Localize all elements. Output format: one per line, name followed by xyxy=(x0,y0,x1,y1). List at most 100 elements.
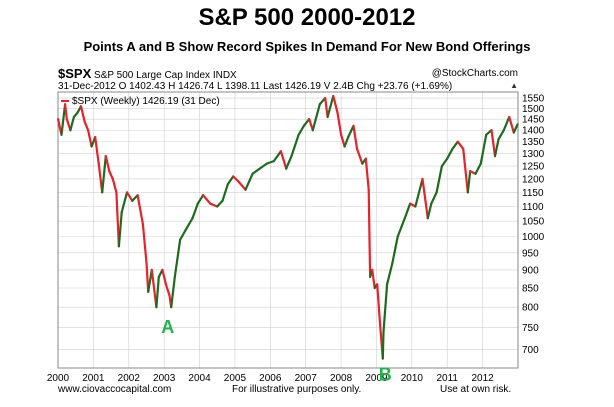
x-tick-label: 2008 xyxy=(330,373,353,384)
legend: $SPX (Weekly) 1426.19 (31 Dec) xyxy=(61,96,220,107)
plot-frame xyxy=(57,91,519,369)
y-tick-label: 1400 xyxy=(522,126,545,137)
price-segment xyxy=(462,147,469,194)
price-segment xyxy=(466,170,472,194)
price-segment xyxy=(324,96,329,119)
chart-title: S&P 500 2000-2012 xyxy=(198,4,416,31)
price-segment xyxy=(221,183,229,202)
price-segment xyxy=(367,188,372,279)
price-segment xyxy=(232,175,240,183)
x-tick-label: 2011 xyxy=(436,373,458,384)
price-segment xyxy=(382,283,389,333)
y-tick-label: 850 xyxy=(522,284,539,295)
price-segment xyxy=(265,160,275,165)
x-tick-label: 2004 xyxy=(188,373,211,384)
price-segment xyxy=(493,138,500,158)
y-tick-label: 700 xyxy=(522,345,539,356)
price-segment xyxy=(258,162,268,170)
price-series xyxy=(56,94,519,360)
price-segment xyxy=(173,238,182,279)
price-segment xyxy=(202,194,212,205)
price-segment xyxy=(490,129,497,158)
price-segment xyxy=(184,217,194,232)
price-segment xyxy=(371,268,376,290)
index-description: S&P 500 Large Cap Index INDX xyxy=(94,70,237,81)
price-segment xyxy=(94,136,100,165)
price-segment xyxy=(396,217,406,238)
y-tick-label: 1500 xyxy=(522,104,545,115)
price-segment xyxy=(136,194,144,226)
y-tick-label: 1200 xyxy=(522,174,545,185)
price-segment xyxy=(440,157,449,168)
price-segment xyxy=(512,123,519,134)
price-segment xyxy=(279,150,288,170)
price-segment xyxy=(302,117,311,127)
price-segment xyxy=(69,115,76,132)
price-segment xyxy=(226,175,235,186)
price-segment xyxy=(179,229,187,241)
price-segment xyxy=(352,124,359,150)
price-segment xyxy=(451,140,459,150)
y-tick-label: 800 xyxy=(522,303,539,314)
copyright-label: @StockCharts.com xyxy=(431,68,518,79)
x-tick-label: 2007 xyxy=(295,373,318,384)
x-tick-label: 2012 xyxy=(471,373,494,384)
price-segment xyxy=(272,150,282,163)
price-segment xyxy=(347,124,355,139)
price-segment xyxy=(497,129,505,141)
price-segment xyxy=(297,124,305,136)
price-segment xyxy=(479,133,488,165)
x-tick-label: 2001 xyxy=(82,373,105,384)
price-segment xyxy=(446,147,454,160)
price-segment xyxy=(104,155,111,173)
y-tick-label: 1300 xyxy=(522,149,545,160)
price-segment xyxy=(340,133,346,148)
price-segment xyxy=(209,202,219,208)
x-tick-label: 2002 xyxy=(118,373,141,384)
annotation-label: A xyxy=(161,317,174,337)
y-axis: 700 750 800 850 900 950 1000 1050 1100 1150 120012… xyxy=(522,94,545,356)
price-segment xyxy=(170,275,176,309)
price-segment xyxy=(120,191,129,214)
price-segment xyxy=(79,105,86,123)
price-segment xyxy=(343,136,350,148)
annotation-label: B xyxy=(379,365,392,385)
price-segment xyxy=(83,120,90,132)
price-segment xyxy=(141,223,148,265)
price-segment xyxy=(474,162,482,175)
price-segment xyxy=(191,202,199,220)
price-segment xyxy=(391,235,399,265)
x-axis: 2000 2001 2002 2003 2004 2005 2006 2007 2008 2009… xyxy=(47,373,494,384)
footer-risk: Use at own risk. xyxy=(440,384,512,395)
y-tick-label: 750 xyxy=(522,323,539,334)
y-tick-label: 1450 xyxy=(522,115,545,126)
y-tick-label: 1250 xyxy=(522,162,545,173)
price-segment xyxy=(336,111,343,136)
price-segment xyxy=(196,194,205,205)
price-segment xyxy=(430,191,438,205)
quote-line: 31-Dec-2012 O 1402.43 H 1426.74 L 1398.1… xyxy=(58,81,518,92)
price-segment xyxy=(435,165,443,194)
quote-text: 31-Dec-2012 O 1402.43 H 1426.74 L 1398.1… xyxy=(58,81,453,92)
price-segment xyxy=(86,129,93,148)
price-segment xyxy=(414,177,424,208)
x-tick-label: 2003 xyxy=(153,373,176,384)
collapse-triangle-icon[interactable]: ▲ xyxy=(510,81,518,90)
price-segment xyxy=(161,268,167,286)
price-segment xyxy=(115,191,121,248)
footer-website: www.ciovaccocapital.com xyxy=(58,384,172,395)
price-segment xyxy=(251,167,261,175)
price-segment xyxy=(426,202,433,220)
chart-header: $SPX S&P 500 Large Cap Index INDX @Stock… xyxy=(58,66,518,81)
x-tick-label: 2000 xyxy=(47,373,70,384)
y-tick-label: 1100 xyxy=(522,202,544,213)
price-segment xyxy=(150,268,158,309)
price-segment xyxy=(244,172,254,191)
symbol-label: $SPX xyxy=(58,66,92,81)
price-segment xyxy=(386,261,394,286)
price-segment xyxy=(237,180,247,191)
price-segment xyxy=(60,103,67,136)
price-segment xyxy=(355,147,364,165)
y-tick-label: 900 xyxy=(522,265,539,276)
